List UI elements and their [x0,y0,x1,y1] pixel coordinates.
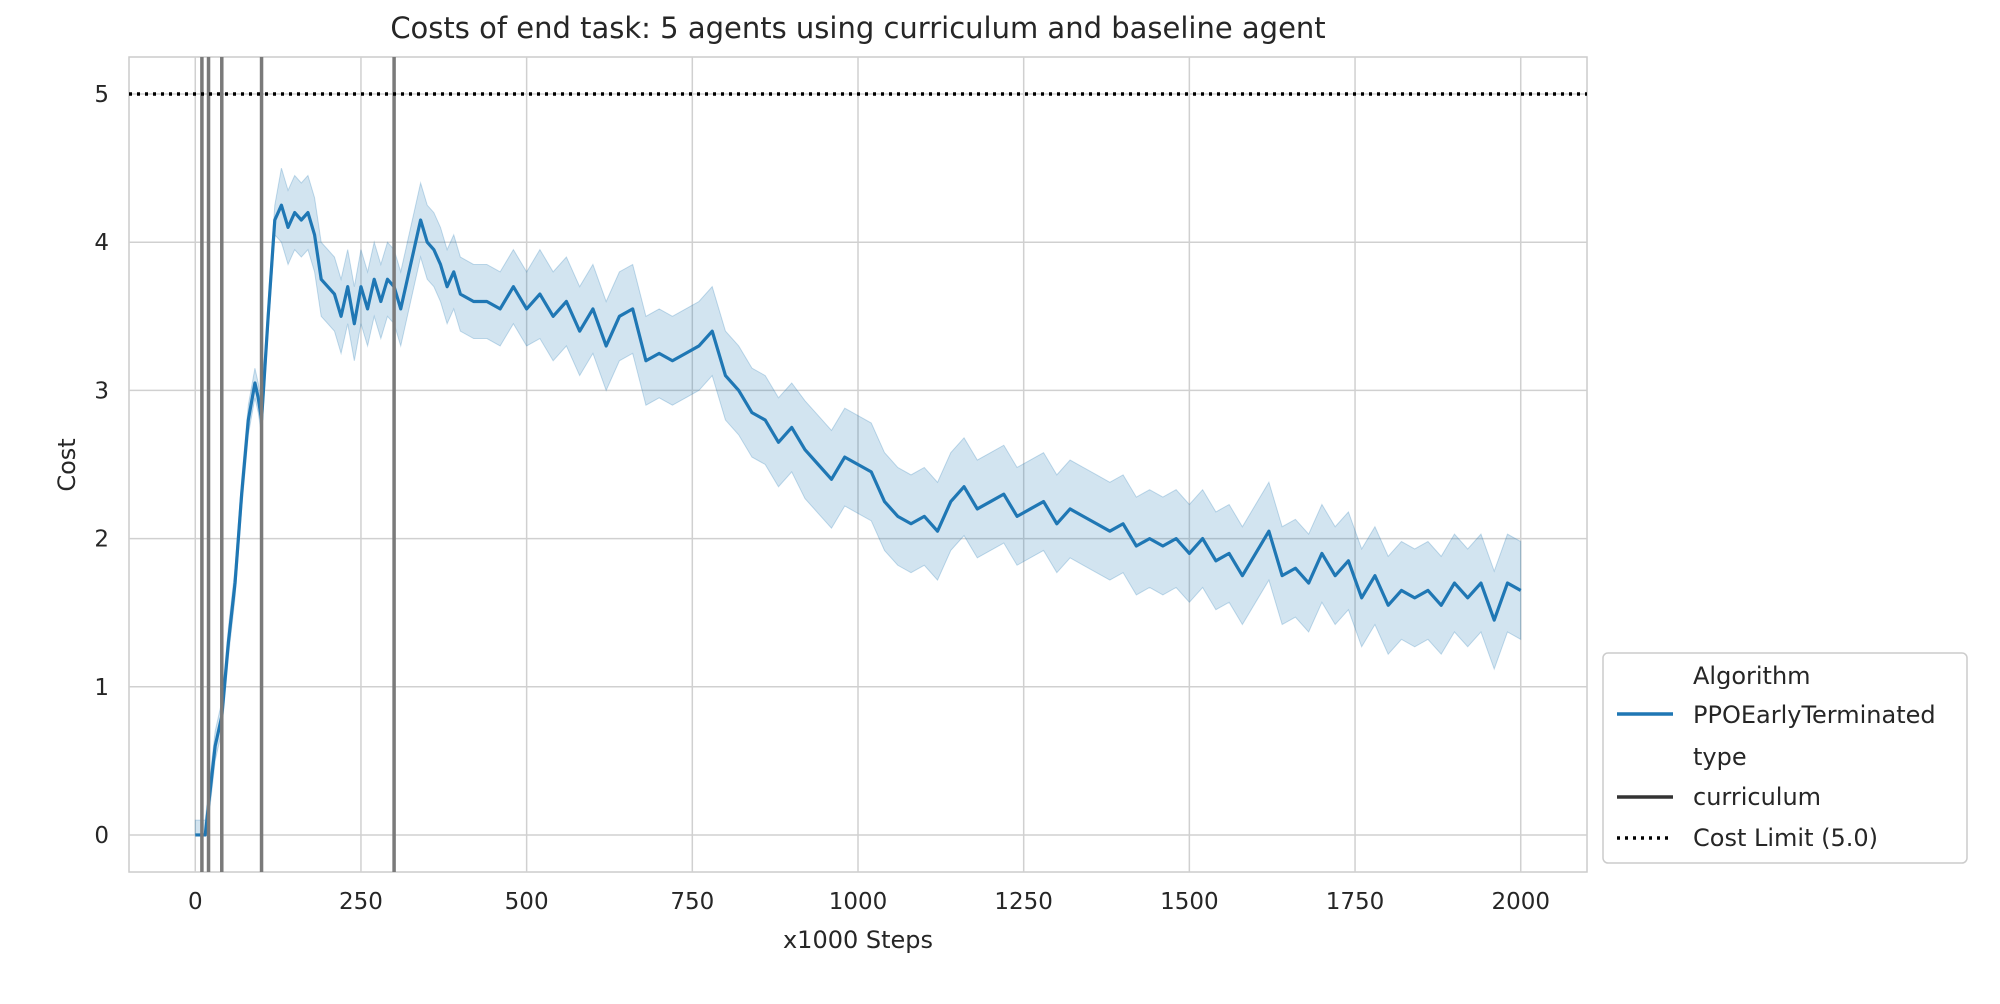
x-axis-label: x1000 Steps [783,926,933,954]
y-tick-label: 1 [94,675,109,701]
y-axis-label: Cost [53,438,81,491]
x-tick-label: 2000 [1491,889,1550,915]
y-tick-label: 2 [94,527,109,553]
x-axis-ticks: 0 250 500 750 1000 1250 1500 1750 2000 [188,889,1550,915]
legend: Algorithm PPOEarlyTerminated type curric… [1602,652,1968,864]
legend-hue-title: Algorithm [1693,662,1811,690]
chart-title: Costs of end task: 5 agents using curric… [390,11,1325,45]
legend-label-ppo: PPOEarlyTerminated [1693,701,1936,729]
y-tick-label: 0 [94,823,109,849]
legend-box [1602,652,1968,864]
legend-label-cost-limit: Cost Limit (5.0) [1693,824,1878,852]
y-tick-label: 3 [94,378,109,404]
x-tick-label: 750 [670,889,714,915]
confidence-band [194,167,1522,836]
legend-style-title: type [1693,743,1747,771]
series-line-ppoearlyterminated [195,203,1522,837]
series-line-layer [195,203,1522,837]
legend-label-curriculum: curriculum [1693,783,1821,811]
plot-area [128,56,1588,873]
y-axis-ticks: 0 1 2 3 4 5 [94,82,109,849]
y-tick-label: 4 [94,230,109,256]
x-tick-label: 1250 [994,889,1053,915]
x-tick-label: 500 [505,889,549,915]
x-tick-label: 250 [339,889,383,915]
x-tick-label: 1750 [1326,889,1385,915]
x-tick-label: 0 [188,889,203,915]
vertical-markers-layer [200,57,396,872]
x-tick-label: 1000 [829,889,888,915]
confidence-band-layer [194,167,1522,836]
y-tick-label: 5 [94,82,109,108]
x-tick-label: 1500 [1160,889,1219,915]
